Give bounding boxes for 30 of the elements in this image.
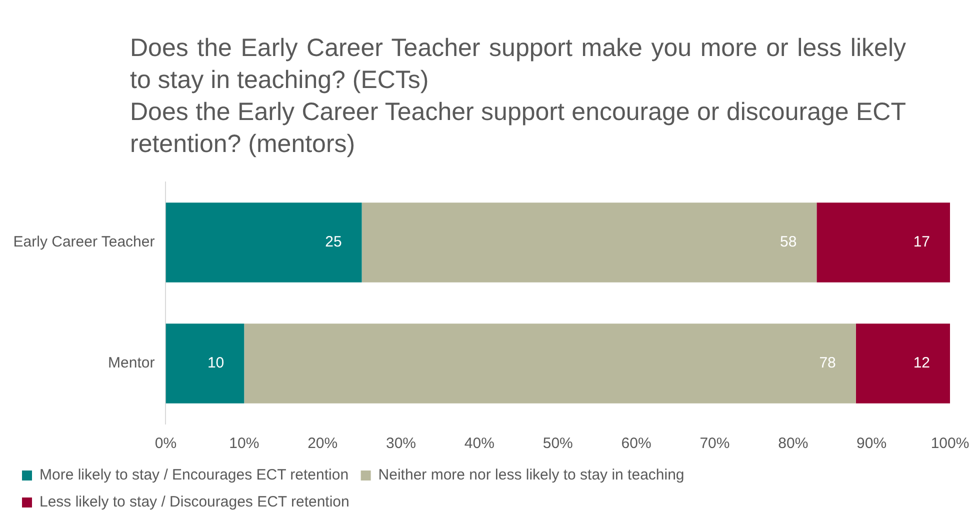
bar xyxy=(816,202,950,282)
x-tick-label: 90% xyxy=(856,435,887,452)
x-tick-label: 20% xyxy=(308,435,338,452)
bar xyxy=(244,324,856,404)
x-tick-label: 60% xyxy=(621,435,652,452)
bar xyxy=(166,324,244,404)
data-label: 25 xyxy=(325,234,342,251)
data-label: 58 xyxy=(780,234,797,251)
bar xyxy=(856,324,950,404)
y-tick-label: Mentor xyxy=(108,354,155,372)
x-tick-label: 30% xyxy=(386,435,416,452)
x-tick-label: 0% xyxy=(154,435,177,452)
y-tick-label: Early Career Teacher xyxy=(13,234,155,251)
x-tick-label: 50% xyxy=(542,435,573,452)
legend-label: More likely to stay / Encourages ECT retention xyxy=(40,466,349,484)
bar xyxy=(166,202,362,282)
data-label: 12 xyxy=(913,354,930,372)
legend-label: Neither more nor less likely to stay in teaching xyxy=(378,466,684,484)
x-tick-label: 80% xyxy=(778,435,808,452)
data-label: 10 xyxy=(207,354,224,372)
x-tick-label: 100% xyxy=(930,435,970,452)
data-label: 78 xyxy=(819,354,836,372)
x-tick-label: 70% xyxy=(700,435,730,452)
data-label: 17 xyxy=(913,234,930,251)
bar xyxy=(362,202,817,282)
legend-label: Less likely to stay / Discourages ECT retention xyxy=(40,494,350,511)
x-tick-label: 10% xyxy=(229,435,260,452)
x-tick-label: 40% xyxy=(464,435,494,452)
chart-subtitle: Does the Early Career Teacher support encourage or discourage ECT retention? (mentors) xyxy=(130,97,906,160)
chart-title: Does the Early Career Teacher support make you more or less likely to stay in teaching? (ECTs) xyxy=(130,33,906,96)
